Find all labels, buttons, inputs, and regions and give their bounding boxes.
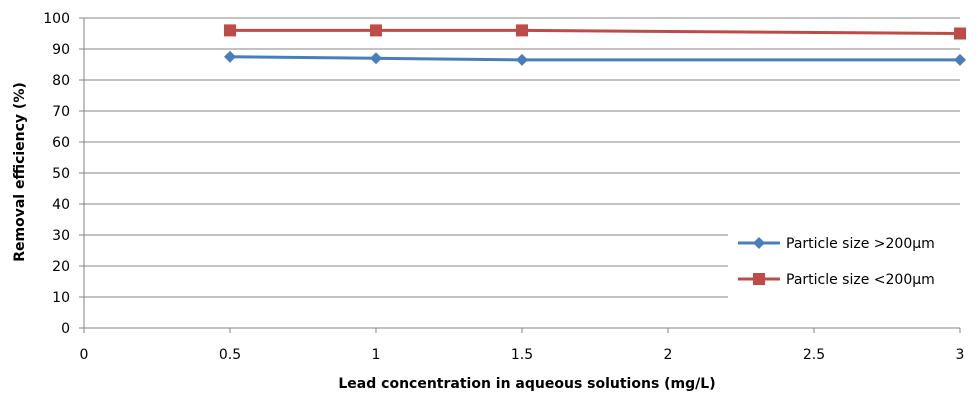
y-axis-title: Removal efficiency (%)	[12, 82, 28, 262]
series-lines	[224, 24, 966, 66]
legend: Particle size >200µm Particle size <200µ…	[728, 228, 963, 305]
data-point-diamond	[224, 50, 236, 63]
data-point-diamond	[370, 52, 382, 65]
legend-marker-square	[753, 273, 765, 285]
y-tick-label: 100	[43, 11, 70, 27]
axes: 0 10 20 30 40 50 60 70 80 90 100 0 0.5 1 1.5 2 2.5 3	[43, 11, 964, 363]
data-point-diamond	[516, 53, 528, 66]
x-tick-label: 0	[80, 347, 89, 363]
x-tick-label: 2	[664, 347, 673, 363]
data-point-square	[370, 24, 382, 37]
legend-label-gt200: Particle size >200µm	[786, 236, 935, 252]
x-tick-label: 1	[372, 347, 381, 363]
x-tick-label: 3	[956, 347, 965, 363]
series-line-0	[229, 55, 960, 62]
y-tick-label: 50	[52, 166, 70, 182]
data-point-square	[516, 24, 528, 37]
legend-label-lt200: Particle size <200µm	[786, 272, 935, 288]
y-tick-label: 0	[61, 321, 70, 337]
x-tick-label: 2.5	[803, 347, 825, 363]
legend-box	[728, 228, 963, 305]
y-tick-label: 30	[52, 228, 70, 244]
y-tick-label: 40	[52, 197, 70, 213]
data-point-diamond	[954, 53, 966, 66]
y-tick-label: 80	[52, 73, 70, 89]
y-tick-label: 90	[52, 42, 70, 58]
y-tick-label: 20	[52, 259, 70, 275]
data-point-square	[224, 24, 236, 37]
x-axis-title: Lead concentration in aqueous solutions …	[338, 376, 715, 392]
gridlines	[84, 17, 960, 298]
data-point-square	[954, 27, 966, 40]
y-tick-label: 10	[52, 290, 70, 306]
series-line-1	[230, 28, 961, 35]
y-tick-label: 70	[52, 104, 70, 120]
y-tick-label: 60	[52, 135, 70, 151]
x-tick-label: 1.5	[511, 347, 533, 363]
legend-marker-diamond	[753, 237, 765, 249]
x-tick-label: 0.5	[219, 347, 241, 363]
